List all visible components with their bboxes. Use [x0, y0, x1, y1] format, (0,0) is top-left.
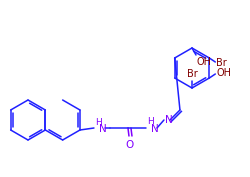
- Text: O: O: [125, 140, 134, 150]
- Text: N: N: [98, 124, 106, 134]
- Text: Br: Br: [216, 58, 226, 68]
- Text: N: N: [150, 124, 158, 134]
- Text: OH: OH: [196, 57, 211, 67]
- Text: H: H: [94, 118, 101, 127]
- Text: N: N: [164, 115, 172, 125]
- Text: H: H: [146, 117, 153, 126]
- Text: OH: OH: [216, 68, 230, 78]
- Text: Br: Br: [186, 69, 196, 79]
